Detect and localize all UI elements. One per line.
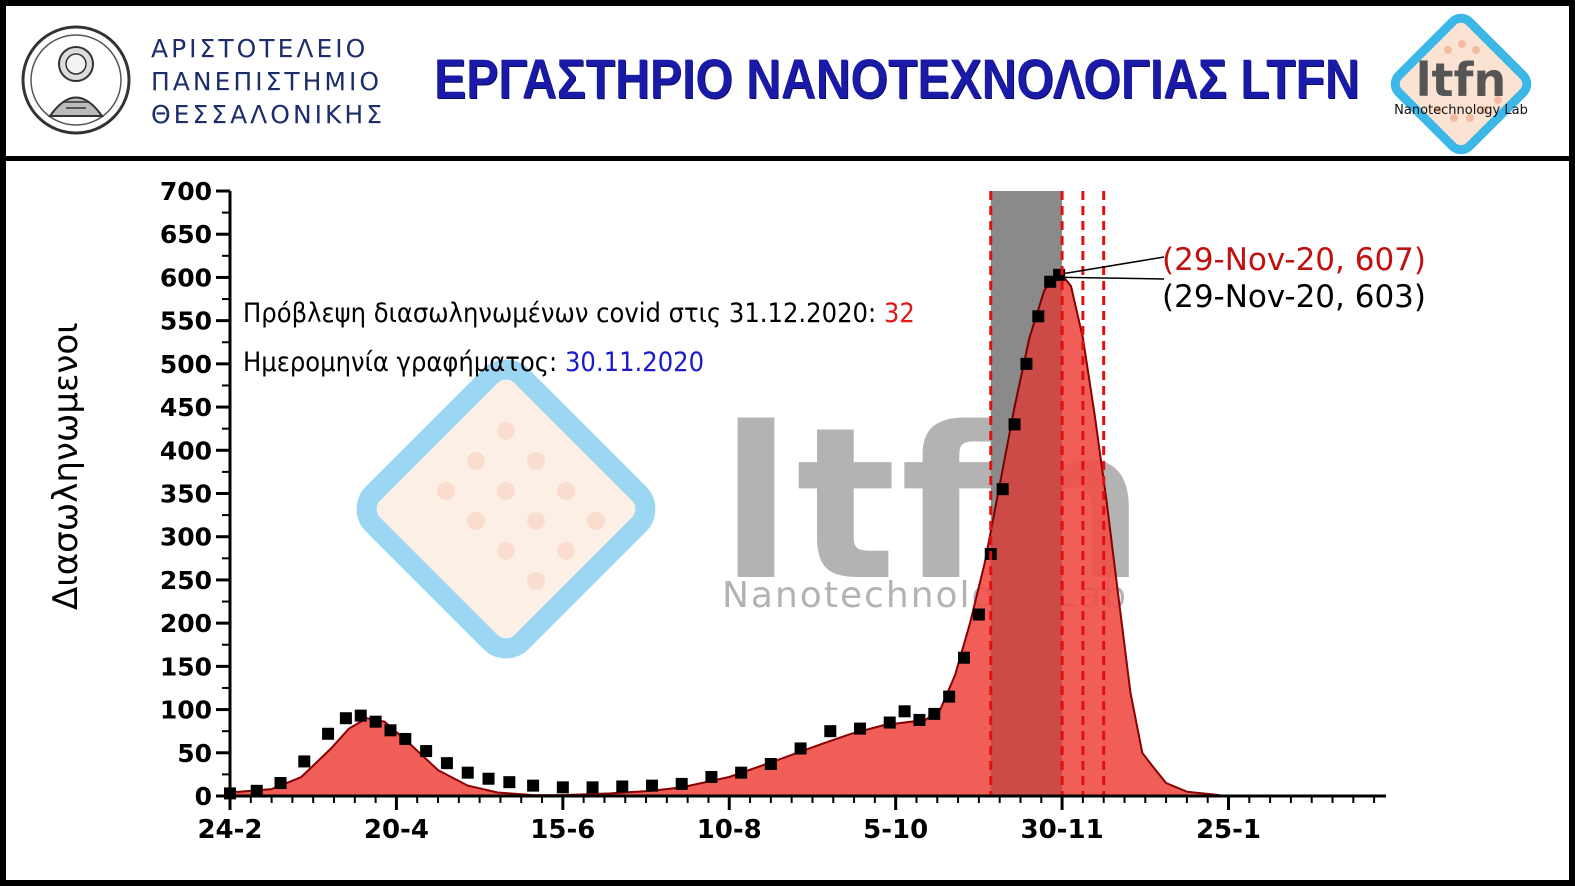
data-point bbox=[972, 608, 985, 621]
data-point bbox=[675, 777, 688, 790]
data-point bbox=[440, 757, 453, 770]
x-tick-label: 20-4 bbox=[364, 815, 429, 845]
data-point bbox=[482, 772, 495, 785]
x-tick-label: 10-8 bbox=[697, 815, 762, 845]
university-name-line: ΘΕΣΣΑΛΟΝΙΚΗΣ bbox=[151, 100, 386, 129]
data-point bbox=[996, 483, 1009, 496]
x-tick-label: 24-2 bbox=[197, 815, 262, 845]
university-name-line: ΑΡΙΣΤΟΤΕΛΕΙΟ bbox=[151, 34, 369, 63]
y-tick-label: 250 bbox=[160, 566, 212, 595]
data-point bbox=[322, 727, 335, 740]
data-point bbox=[943, 690, 956, 703]
data-point bbox=[735, 766, 748, 779]
data-point bbox=[274, 777, 287, 790]
y-tick-label: 350 bbox=[160, 480, 212, 509]
data-point bbox=[298, 755, 311, 768]
data-point bbox=[854, 722, 867, 735]
chart-date-label: Ημερομηνία γραφήματος: bbox=[243, 347, 565, 378]
data-point bbox=[1008, 418, 1021, 431]
ltfn-logo-subtext: Nanotechnology Lab bbox=[1394, 103, 1528, 118]
x-tick-label: 15-6 bbox=[530, 815, 595, 845]
y-tick-label: 200 bbox=[160, 609, 212, 638]
data-point bbox=[1032, 310, 1045, 323]
data-point bbox=[399, 732, 412, 745]
data-point bbox=[556, 781, 569, 794]
university-seal-icon bbox=[21, 25, 131, 135]
ltfn-logo-text: ltfn bbox=[1416, 53, 1507, 107]
university-name-line: ΠΑΝΕΠΙΣΤΗΜΙΟ bbox=[151, 67, 383, 96]
data-point bbox=[384, 724, 397, 737]
y-tick-label: 550 bbox=[160, 307, 212, 336]
x-tick-label: 25-1 bbox=[1196, 815, 1261, 845]
y-tick-label: 100 bbox=[160, 696, 212, 725]
data-point bbox=[794, 742, 807, 755]
data-point bbox=[705, 770, 718, 783]
forecast-note: Πρόβλεψη διασωληνωμένων covid στις 31.12… bbox=[243, 298, 915, 329]
forecast-value: 32 bbox=[883, 298, 915, 329]
y-tick-label: 500 bbox=[160, 350, 212, 379]
data-point bbox=[354, 709, 367, 722]
x-tick-label: 5-10 bbox=[863, 815, 928, 845]
lab-title: ΕΡΓΑΣΤΗΡΙΟ ΝΑΝΟΤΕΧΝΟΛΟΓΙΑΣ LTFN bbox=[434, 47, 1360, 110]
y-tick-label: 150 bbox=[160, 652, 212, 681]
hospitalization-chart: 0 50 100 150 200 250 300 350 400 450 500 550 600 650 7… bbox=[160, 177, 1386, 845]
data-point bbox=[461, 766, 474, 779]
y-tick-label: 600 bbox=[160, 263, 212, 292]
chart-date-value: 30.11.2020 bbox=[564, 347, 705, 378]
model-peak-callout: (29-Nov-20, 607) bbox=[1162, 242, 1426, 278]
y-tick-label: 450 bbox=[160, 393, 212, 422]
data-point bbox=[586, 781, 599, 794]
university-name: ΑΡΙΣΤΟΤΕΛΕΙΟ ΠΑΝΕΠΙΣΤΗΜΙΟ ΘΕΣΣΑΛΟΝΙΚΗΣ bbox=[151, 32, 385, 131]
y-axis-label: Διασωληνωμενοι bbox=[46, 322, 86, 610]
y-tick-label: 0 bbox=[195, 782, 212, 811]
data-point bbox=[958, 651, 971, 664]
data-point bbox=[369, 715, 382, 728]
data-point bbox=[928, 707, 941, 720]
ltfn-logo-icon: ltfn Nanotechnology Lab bbox=[1390, 13, 1532, 155]
data-point bbox=[1020, 357, 1033, 370]
chart-date-note: Ημερομηνία γραφήματος: 30.11.2020 bbox=[243, 347, 704, 378]
data-point bbox=[764, 758, 777, 771]
y-tick-label: 400 bbox=[160, 436, 212, 465]
data-point bbox=[913, 713, 926, 726]
watermark-logo-icon bbox=[356, 359, 656, 659]
y-tick-label: 50 bbox=[177, 739, 212, 768]
data-point bbox=[824, 725, 837, 738]
forecast-label: Πρόβλεψη διασωληνωμένων covid στις 31.12… bbox=[243, 298, 884, 329]
x-tick-label: 30-11 bbox=[1021, 815, 1104, 845]
y-tick-label: 700 bbox=[160, 177, 212, 206]
data-point bbox=[250, 784, 263, 797]
data-point bbox=[645, 779, 658, 792]
header-banner: ΑΡΙΣΤΟΤΕΛΕΙΟ ΠΑΝΕΠΙΣΤΗΜΙΟ ΘΕΣΣΑΛΟΝΙΚΗΣ Ε… bbox=[6, 6, 1569, 161]
data-point bbox=[420, 745, 433, 758]
data-point bbox=[339, 712, 352, 725]
callout-leader-line bbox=[1065, 276, 1165, 280]
callout-leader-line bbox=[1064, 256, 1165, 275]
y-tick-label: 300 bbox=[160, 523, 212, 552]
data-peak-callout: (29-Nov-20, 603) bbox=[1162, 279, 1426, 315]
data-point bbox=[616, 780, 629, 793]
data-point bbox=[898, 705, 911, 718]
y-tick-label: 650 bbox=[160, 220, 212, 249]
data-point bbox=[503, 776, 516, 789]
data-point bbox=[883, 716, 896, 729]
model-area bbox=[230, 271, 1220, 796]
data-point bbox=[527, 779, 540, 792]
